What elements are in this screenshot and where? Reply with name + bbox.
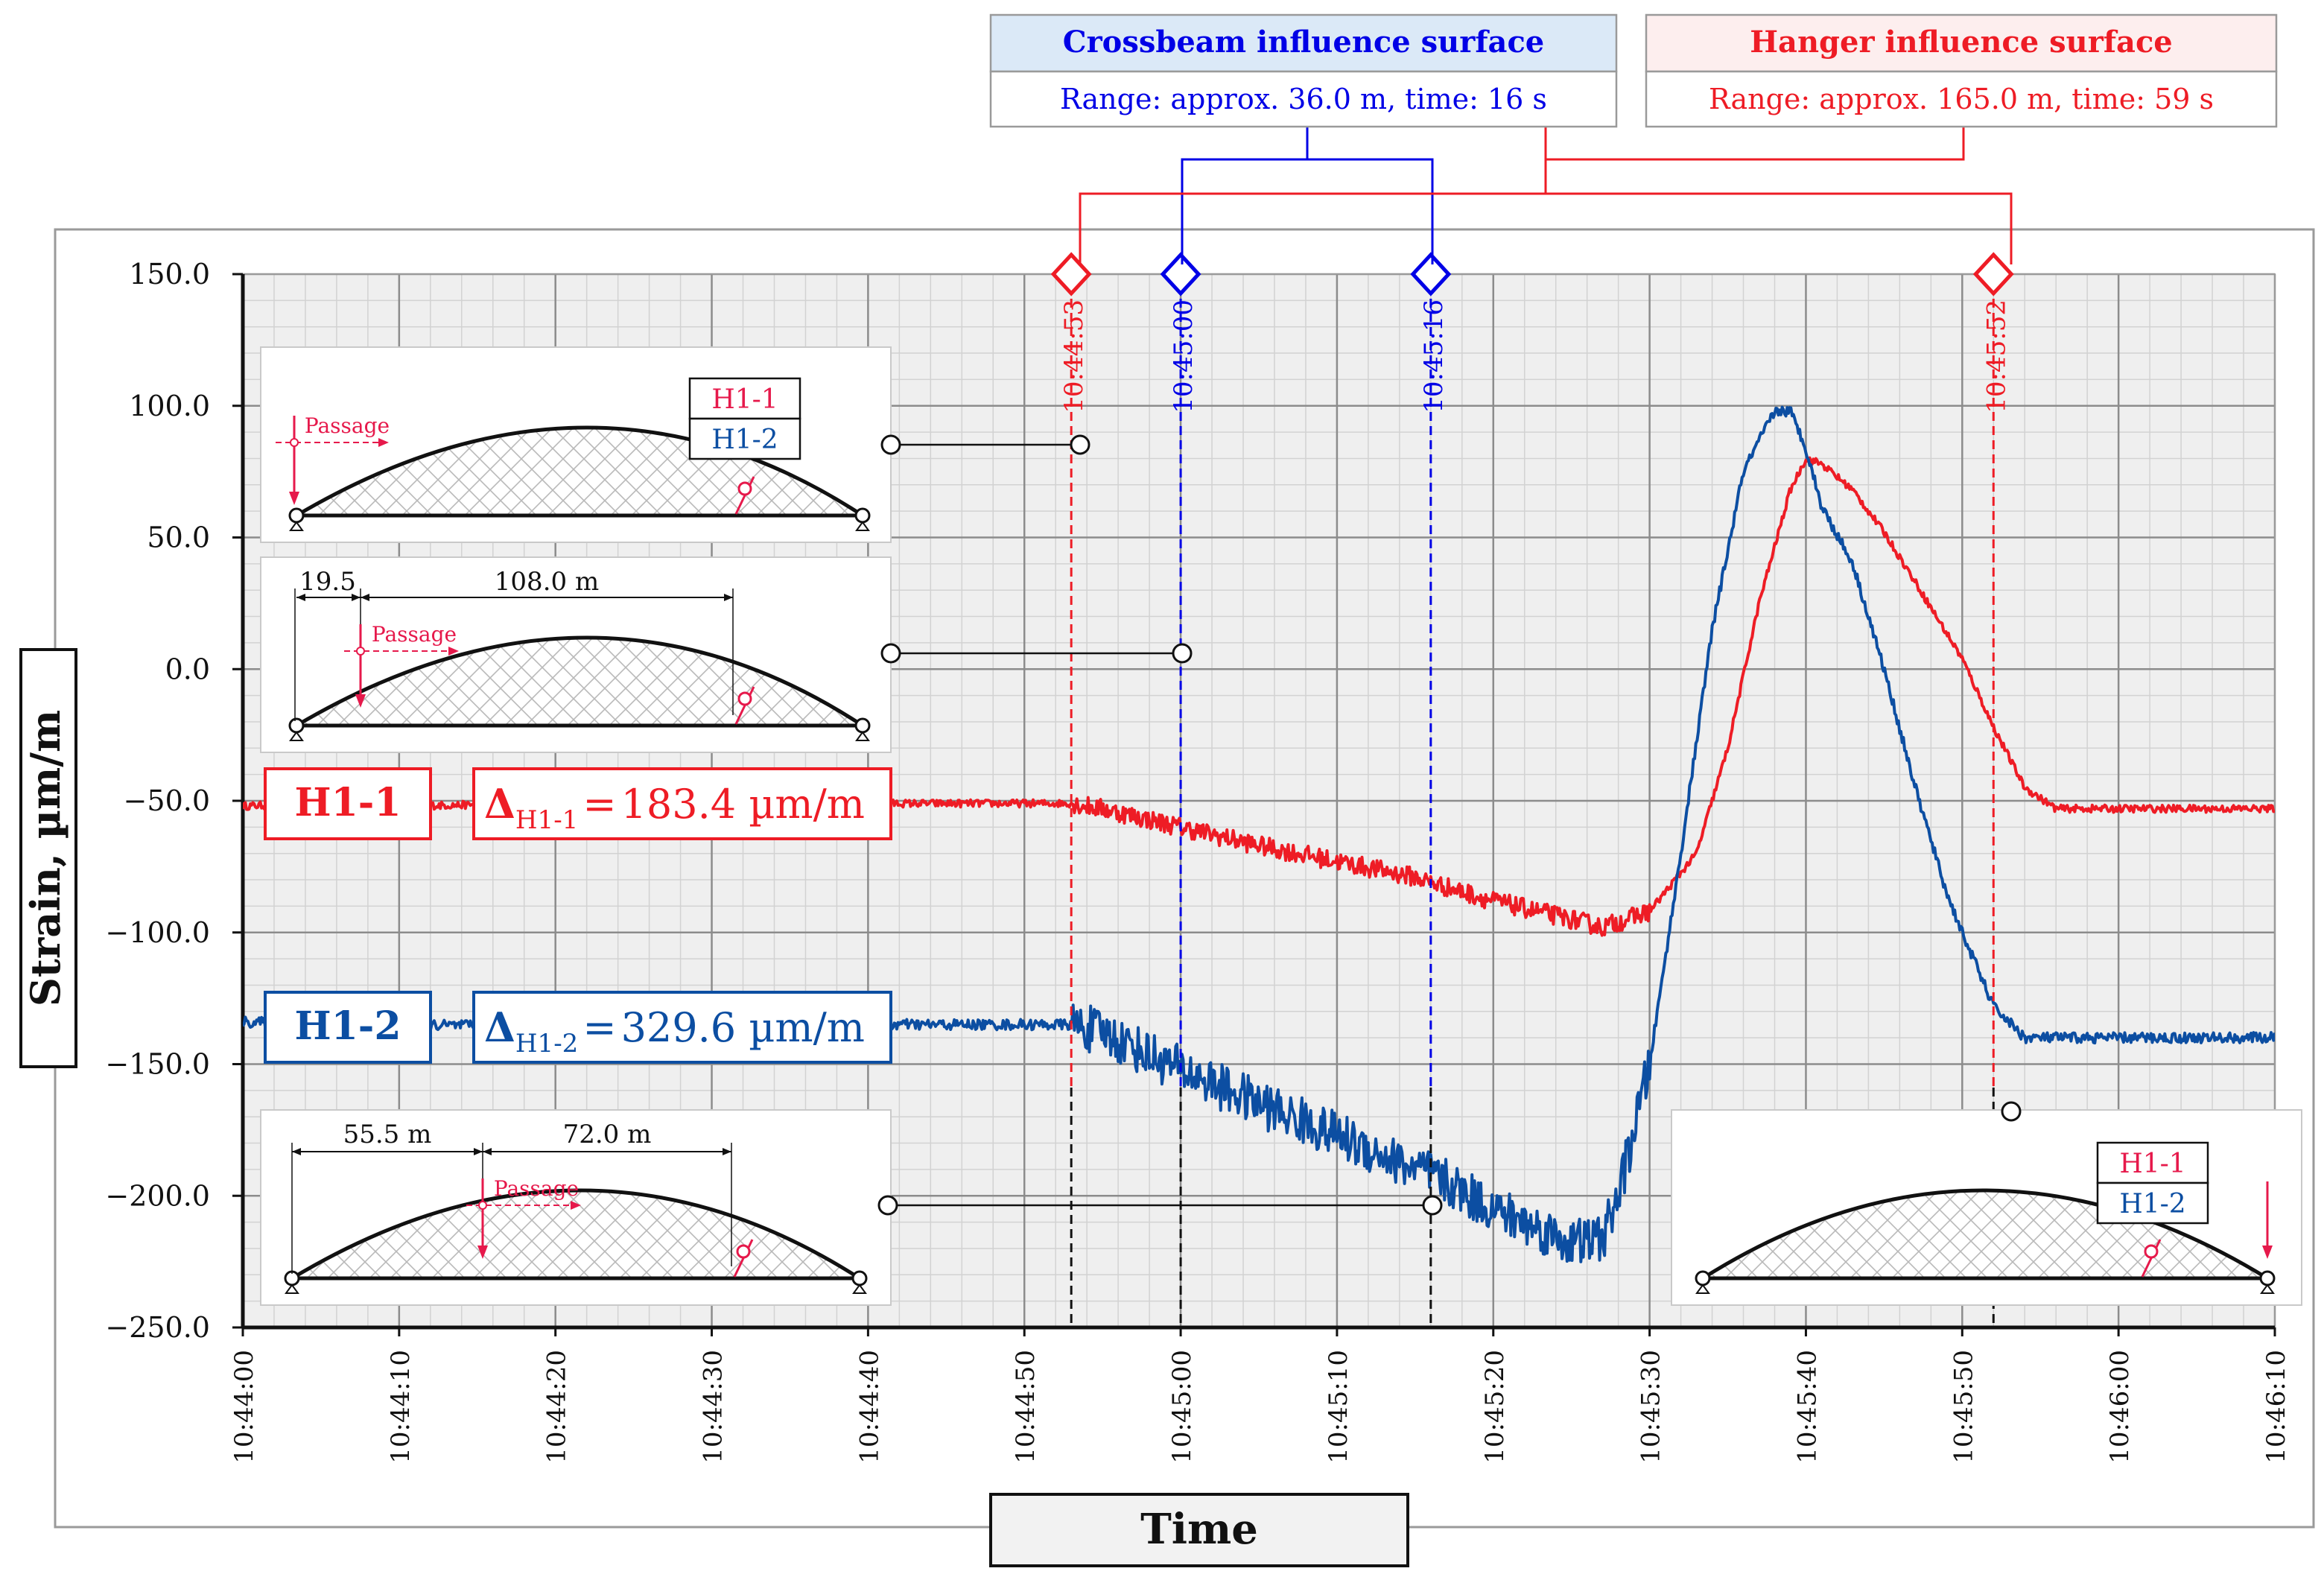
inset-1-tag-h1-1: H1-1	[711, 384, 778, 415]
crossbeam-range: Range: approx. 36.0 m, time: 16 s	[1060, 83, 1547, 115]
x-tick-label: 10:45:40	[1792, 1350, 1822, 1464]
marker-label: 10:45:00	[1169, 299, 1198, 413]
x-tick-label: 10:44:20	[542, 1350, 572, 1464]
y-axis-label: Strain, µm/m	[19, 648, 77, 1068]
legend-h1-2-label: H1-2	[294, 1003, 401, 1049]
hanger-range: Range: approx. 165.0 m, time: 59 s	[1709, 83, 2214, 115]
y-tick-labels: 150.0 100.0 50.0 0.0 −50.0 −100.0 −150.0 −200.0…	[105, 258, 243, 1344]
x-tick-labels: 10:44:00 10:44:10 10:44:20 10:44:30 10:44:40…	[229, 1327, 2291, 1464]
legend-h1-1-label: H1-1	[294, 780, 401, 825]
delta-value: 329.6 µm/m	[621, 1004, 865, 1051]
inset-diagram-1: Passage H1-1 H1-2	[260, 346, 892, 543]
inset-4-tag-h1-1: H1-1	[2119, 1149, 2185, 1179]
x-axis-label: Time	[989, 1493, 1409, 1567]
y-tick-label: 50.0	[147, 521, 210, 554]
x-tick-label: 10:44:40	[854, 1350, 884, 1464]
y-axis-title: Strain, µm/m	[22, 710, 69, 1006]
inset-1-passage: Passage	[305, 413, 390, 438]
x-tick-label: 10:45:30	[1636, 1350, 1666, 1464]
marker-label: 10:45:52	[1981, 299, 2011, 413]
marker-diamond	[1160, 252, 1201, 296]
x-tick-label: 10:45:00	[1167, 1350, 1197, 1464]
inset-2-dim-2: 108.0 m	[495, 567, 599, 597]
x-tick-label: 10:44:00	[229, 1350, 259, 1464]
y-tick-label: 150.0	[129, 258, 210, 291]
legend-h1-2: H1-2 ΔH1-2 = 329.6 µm/m	[264, 991, 892, 1064]
inset-2-passage: Passage	[372, 622, 457, 647]
y-tick-label: −50.0	[124, 784, 210, 817]
delta-symbol: Δ	[484, 780, 515, 828]
x-tick-label: 10:44:30	[699, 1350, 728, 1464]
legend-h1-1: H1-1 ΔH1-1 = 183.4 µm/m	[264, 767, 892, 840]
inset-diagram-2: 19.5 108.0 m Passage	[260, 556, 892, 753]
x-tick-label: 10:45:10	[1324, 1350, 1353, 1464]
inset-4-tag-h1-2: H1-2	[2119, 1189, 2185, 1219]
x-tick-label: 10:45:20	[1480, 1350, 1510, 1464]
inset-diagram-4: H1-1 H1-2	[1671, 1109, 2302, 1306]
x-tick-label: 10:45:50	[1949, 1350, 1978, 1464]
y-tick-label: −100.0	[105, 916, 210, 949]
inset-1-tag-h1-2: H1-2	[711, 425, 778, 455]
delta-equals: =	[582, 781, 616, 828]
marker-label: 10:44:53	[1059, 299, 1089, 413]
crossbeam-title: Crossbeam influence surface	[1063, 25, 1545, 60]
x-axis-title: Time	[1140, 1505, 1258, 1554]
delta-value: 183.4 µm/m	[621, 781, 865, 828]
inset-diagram-3: 55.5 m 72.0 m Passage	[260, 1109, 892, 1306]
inset-3-dim-2: 72.0 m	[563, 1120, 652, 1149]
y-tick-label: 0.0	[165, 653, 210, 685]
inset-leaders	[877, 434, 2022, 1216]
x-tick-label: 10:44:50	[1011, 1350, 1041, 1464]
x-tick-label: 10:46:10	[2261, 1350, 2291, 1464]
marker-label: 10:45:16	[1419, 299, 1449, 413]
hanger-connector-box	[1544, 127, 1965, 194]
crossbeam-annotation: Crossbeam influence surface Range: appro…	[989, 13, 1618, 128]
y-tick-label: −250.0	[105, 1311, 210, 1344]
delta-equals: =	[582, 1004, 616, 1051]
inset-2-dim-1: 19.5	[299, 567, 356, 597]
inset-3-dim-1: 55.5 m	[343, 1120, 432, 1149]
legend-h1-2-delta: ΔH1-2 = 329.6 µm/m	[484, 1003, 865, 1059]
y-tick-label: 100.0	[129, 390, 210, 422]
marker-diamond	[1410, 252, 1452, 296]
marker-diamond	[1972, 252, 2014, 296]
inset-3-passage: Passage	[494, 1176, 579, 1201]
y-tick-label: −200.0	[105, 1179, 210, 1212]
hanger-annotation: Hanger influence surface Range: approx. …	[1645, 13, 2278, 128]
legend-h1-1-delta: ΔH1-1 = 183.4 µm/m	[484, 780, 865, 835]
y-tick-label: −150.0	[105, 1048, 210, 1081]
x-tick-label: 10:44:10	[386, 1350, 416, 1464]
annotation-connectors	[1079, 127, 2013, 264]
delta-symbol: Δ	[484, 1003, 515, 1051]
hanger-title: Hanger influence surface	[1750, 25, 2173, 60]
delta-subscript: H1-2	[515, 1029, 578, 1059]
x-tick-label: 10:46:00	[2105, 1350, 2135, 1464]
delta-subscript: H1-1	[515, 805, 578, 835]
